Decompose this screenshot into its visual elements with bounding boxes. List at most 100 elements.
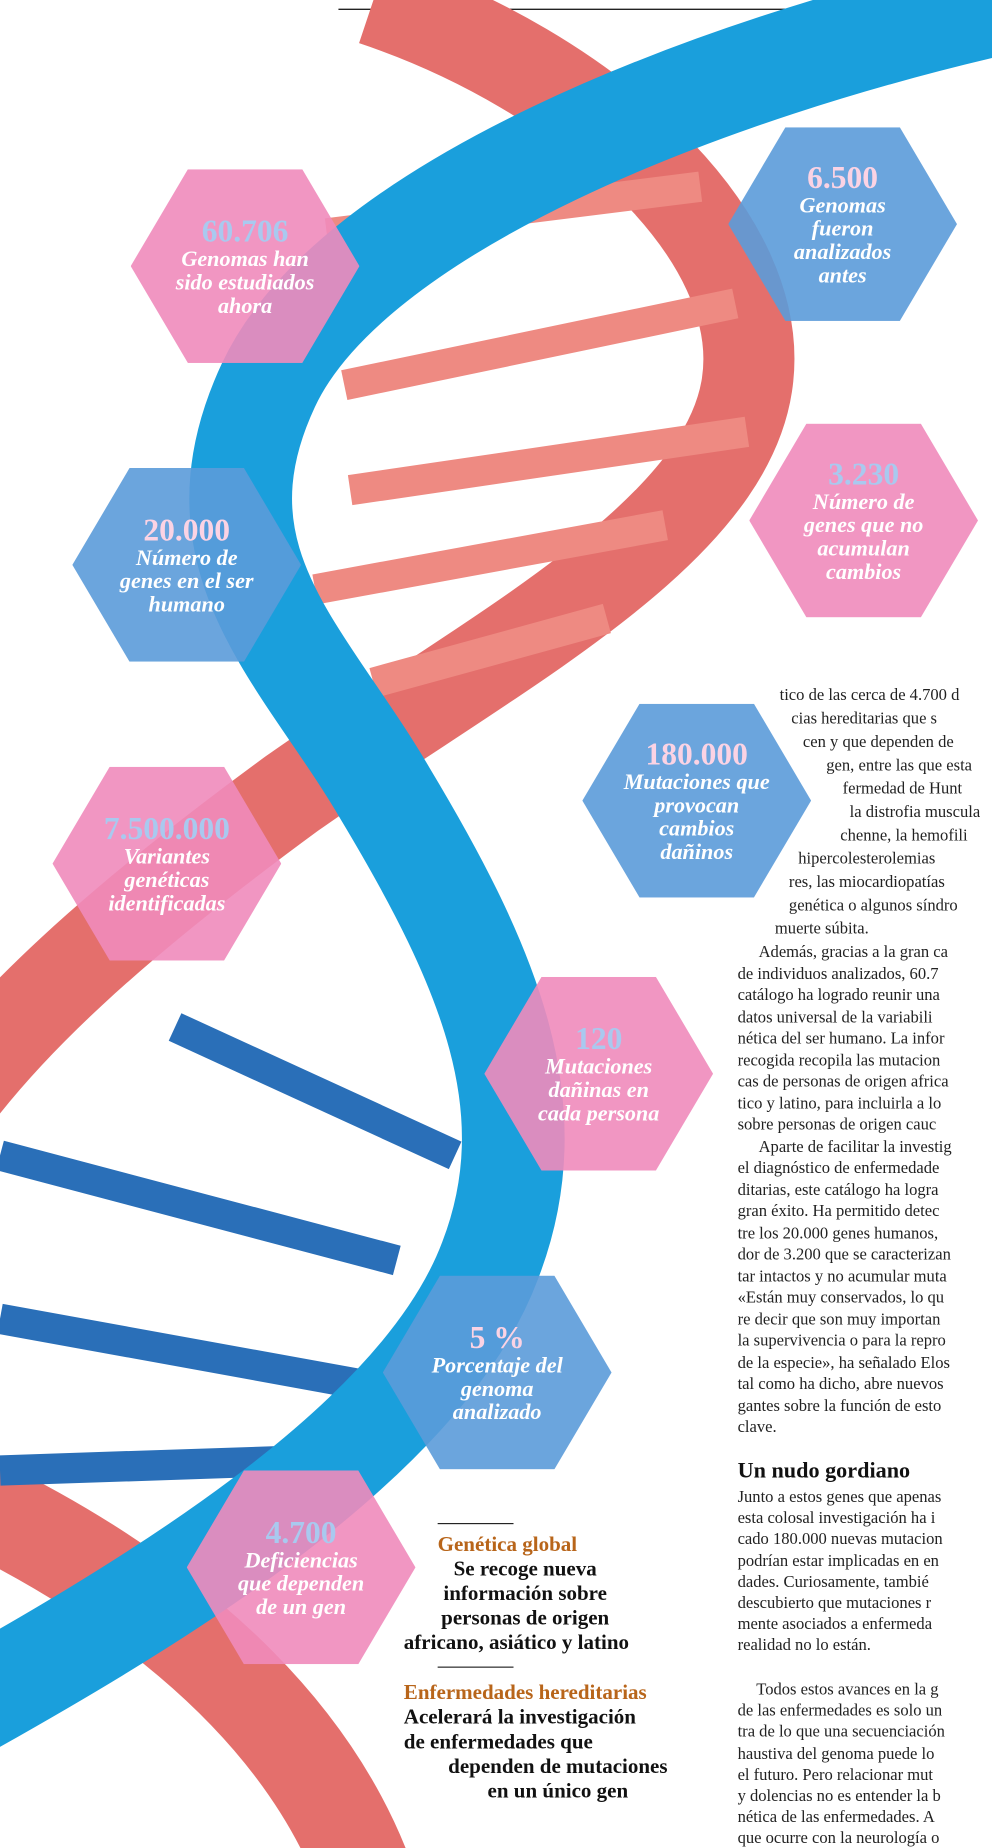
article-line: ditarias, este catálogo ha logra: [738, 1180, 939, 1200]
stat-label: analizados: [728, 242, 957, 265]
stat-label: Genomas han: [131, 249, 360, 272]
stat-number: 180.000: [582, 736, 811, 771]
article-line: re decir que son muy importan: [738, 1310, 941, 1330]
stat-label: genoma: [383, 1378, 612, 1401]
stat-label: Mutaciones que: [582, 771, 811, 794]
article-line: recogida recopila las mutacion: [738, 1051, 941, 1071]
article-line: podrían estar implicadas en en: [738, 1552, 939, 1572]
article-line: clave.: [738, 1418, 777, 1438]
stat-label: Genomas: [728, 195, 957, 218]
article-line: res, las miocardiopatías: [789, 873, 945, 893]
article-line: el futuro. Pero relacionar mut: [738, 1766, 933, 1786]
article-line: cado 180.000 nuevas mutacion: [738, 1530, 943, 1550]
stat-label: Porcentaje del: [383, 1355, 612, 1378]
article-line: sobre personas de origen cauc: [738, 1116, 937, 1136]
article-line: y dolencias no es entender la b: [738, 1787, 941, 1807]
article-line: cas de personas de origen africa: [738, 1073, 949, 1093]
article-line: esta colosal investigación ha i: [738, 1509, 936, 1529]
stat-label: acumulan: [749, 538, 978, 561]
article-line: tre los 20.000 genes humanos,: [738, 1224, 939, 1244]
stat-label: dañinas en: [484, 1080, 713, 1103]
stat-label: ahora: [131, 295, 360, 318]
sidebar-text: de enfermedades que: [404, 1730, 712, 1755]
article-line: muerte súbita.: [775, 920, 869, 940]
sidebar-kicker: Genética global: [438, 1532, 577, 1557]
sidebar-text: en un único gen: [404, 1779, 712, 1804]
stat-number: 5 %: [383, 1320, 612, 1355]
article-subhead: Un nudo gordiano: [738, 1459, 911, 1485]
stat-label: Número de: [749, 491, 978, 514]
article-line: Aparte de facilitar la investig: [759, 1137, 952, 1157]
article-line: hipercolesterolemias: [798, 850, 935, 870]
article-line: la distrofia muscula: [850, 803, 981, 823]
article-line: cen y que dependen de: [803, 733, 954, 753]
stat-number: 120: [484, 1021, 713, 1056]
article-line: gen, entre las que esta: [826, 756, 972, 776]
stat-number: 7.500.000: [53, 811, 282, 846]
article-line: de individuos analizados, 60.7: [738, 965, 939, 985]
sidebar-text: información sobre: [371, 1581, 679, 1606]
stat-number: 60.706: [131, 214, 360, 249]
sidebar-text: Acelerará la investigación: [404, 1705, 712, 1730]
sidebar-text: personas de origen: [371, 1606, 679, 1631]
article-line: realidad no lo están.: [738, 1637, 871, 1657]
article-line: mente asociados a enfermeda: [738, 1615, 932, 1635]
stat-number: 6.500: [728, 160, 957, 195]
article-line: que ocurre con la neurología o: [738, 1829, 940, 1848]
stat-label: dañinos: [582, 841, 811, 864]
article-line: cias hereditarias que s: [791, 710, 937, 730]
stat-label: fueron: [728, 218, 957, 241]
stat-label: Mutaciones: [484, 1056, 713, 1079]
stat-label: genes que no: [749, 515, 978, 538]
article-line: catálogo ha logrado reunir una: [738, 986, 940, 1006]
article-line: Junto a estos genes que apenas: [738, 1488, 942, 1508]
stat-label: antes: [728, 265, 957, 288]
article-line: tico y latino, para incluirla a lo: [738, 1094, 942, 1114]
stat-label: cambios: [749, 561, 978, 584]
article-line: «Están muy conservados, lo qu: [738, 1288, 944, 1308]
article-line: el diagnóstico de enfermedade: [738, 1159, 940, 1179]
stat-number: 20.000: [72, 512, 301, 547]
rule: [438, 1523, 514, 1524]
sidebar-kicker: Enfermedades hereditarias: [404, 1681, 647, 1706]
article-line: de las enfermedades es solo un: [738, 1702, 943, 1722]
rule: [438, 1667, 514, 1668]
article-line: de la especie», ha señalado Elos: [738, 1353, 950, 1373]
stat-label: identificadas: [53, 893, 282, 916]
article-line: genética o algunos síndro: [789, 896, 958, 916]
article-line: nética del ser humano. La infor: [738, 1029, 945, 1049]
sidebar-text: dependen de mutaciones: [404, 1754, 712, 1779]
article-line: tra de lo que una secuenciación: [738, 1723, 945, 1743]
stat-label: provocan: [582, 795, 811, 818]
stat-label: analizado: [383, 1402, 612, 1425]
article-line: gantes sobre la función de esto: [738, 1396, 942, 1416]
stat-number: 4.700: [187, 1515, 416, 1550]
stat-label: cambios: [582, 818, 811, 841]
infographic: 60.706Genomas hansido estudiadosahora 6.5…: [0, 0, 992, 1848]
stat-label: Número de: [72, 547, 301, 570]
article-line: datos universal de la variabili: [738, 1008, 933, 1028]
article-line: la supervivencia o para la repro: [738, 1332, 946, 1352]
article-line: Además, gracias a la gran ca: [759, 943, 948, 963]
sidebar-text: Se recoge nueva: [371, 1557, 679, 1582]
article-line: dades. Curiosamente, tambié: [738, 1573, 929, 1593]
article-line: dor de 3.200 que se caracterizan: [738, 1245, 951, 1265]
article-line: descubierto que mutaciones r: [738, 1594, 932, 1614]
sidebar-text: africano, asiático y latino: [404, 1630, 712, 1655]
article-line: tico de las cerca de 4.700 d: [780, 686, 960, 706]
article-line: chenne, la hemofili: [840, 826, 967, 846]
stat-label: sido estudiados: [131, 272, 360, 295]
stat-label: Variantes: [53, 846, 282, 869]
stat-label: genes en el ser: [72, 571, 301, 594]
article-line: gran éxito. Ha permitido detec: [738, 1202, 940, 1222]
stat-label: cada persona: [484, 1103, 713, 1126]
article-line: tal como ha dicho, abre nuevos: [738, 1375, 944, 1395]
stat-label: humano: [72, 594, 301, 617]
article-line: fermedad de Hunt: [843, 780, 963, 800]
article-line: haustiva del genoma puede lo: [738, 1744, 935, 1764]
article-line: tar intactos y no acumular muta: [738, 1267, 947, 1287]
article-line: nética de las enfermedades. A: [738, 1808, 935, 1828]
stat-number: 3.230: [749, 456, 978, 491]
page: 60.706Genomas hansido estudiadosahora 6.5…: [0, 0, 992, 1848]
article-line: Todos estos avances en la g: [756, 1681, 938, 1701]
